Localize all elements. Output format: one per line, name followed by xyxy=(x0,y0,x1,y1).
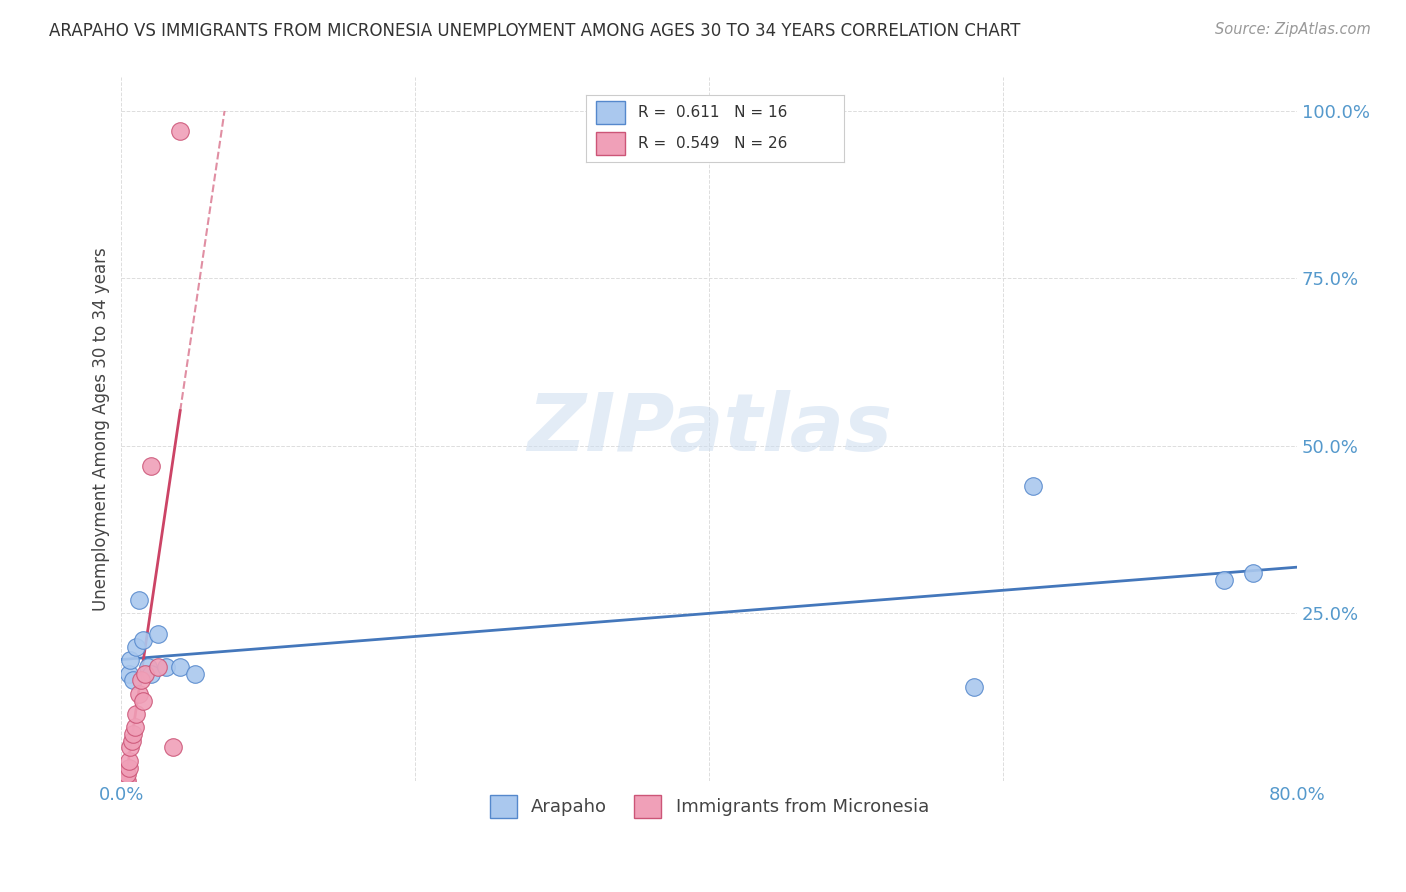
Point xyxy=(111,774,134,789)
Point xyxy=(111,774,134,789)
Point xyxy=(118,666,141,681)
Point xyxy=(148,626,170,640)
Point xyxy=(136,660,159,674)
Y-axis label: Unemployment Among Ages 30 to 34 years: Unemployment Among Ages 30 to 34 years xyxy=(93,247,110,611)
Point xyxy=(162,740,184,755)
Point xyxy=(118,761,141,775)
Text: ARAPAHO VS IMMIGRANTS FROM MICRONESIA UNEMPLOYMENT AMONG AGES 30 TO 34 YEARS COR: ARAPAHO VS IMMIGRANTS FROM MICRONESIA UN… xyxy=(49,22,1021,40)
Point xyxy=(155,660,177,674)
Point xyxy=(124,720,146,734)
Point xyxy=(148,660,170,674)
Point xyxy=(115,774,138,789)
Point xyxy=(112,774,135,789)
Point xyxy=(169,660,191,674)
Legend: Arapaho, Immigrants from Micronesia: Arapaho, Immigrants from Micronesia xyxy=(482,789,936,825)
Point xyxy=(134,666,156,681)
Point xyxy=(122,673,145,688)
Point xyxy=(132,693,155,707)
Point xyxy=(125,640,148,654)
Point xyxy=(115,774,138,789)
Point xyxy=(112,774,135,789)
Point xyxy=(118,754,141,768)
Point xyxy=(129,673,152,688)
Point xyxy=(128,687,150,701)
Point xyxy=(120,653,142,667)
Point xyxy=(963,680,986,694)
Point xyxy=(122,727,145,741)
Point xyxy=(169,124,191,138)
Point xyxy=(117,774,139,789)
Point xyxy=(1212,573,1234,587)
Point xyxy=(1021,479,1043,493)
Point xyxy=(111,774,134,789)
Point xyxy=(111,774,134,789)
Point xyxy=(121,733,143,747)
Point xyxy=(184,666,207,681)
Text: Source: ZipAtlas.com: Source: ZipAtlas.com xyxy=(1215,22,1371,37)
Point xyxy=(128,593,150,607)
Point xyxy=(111,774,134,789)
Point xyxy=(139,459,162,474)
Point xyxy=(120,740,142,755)
Point xyxy=(1241,566,1264,581)
Point xyxy=(139,666,162,681)
Text: ZIPatlas: ZIPatlas xyxy=(527,390,891,468)
Point xyxy=(117,767,139,781)
Point xyxy=(132,633,155,648)
Point xyxy=(125,706,148,721)
